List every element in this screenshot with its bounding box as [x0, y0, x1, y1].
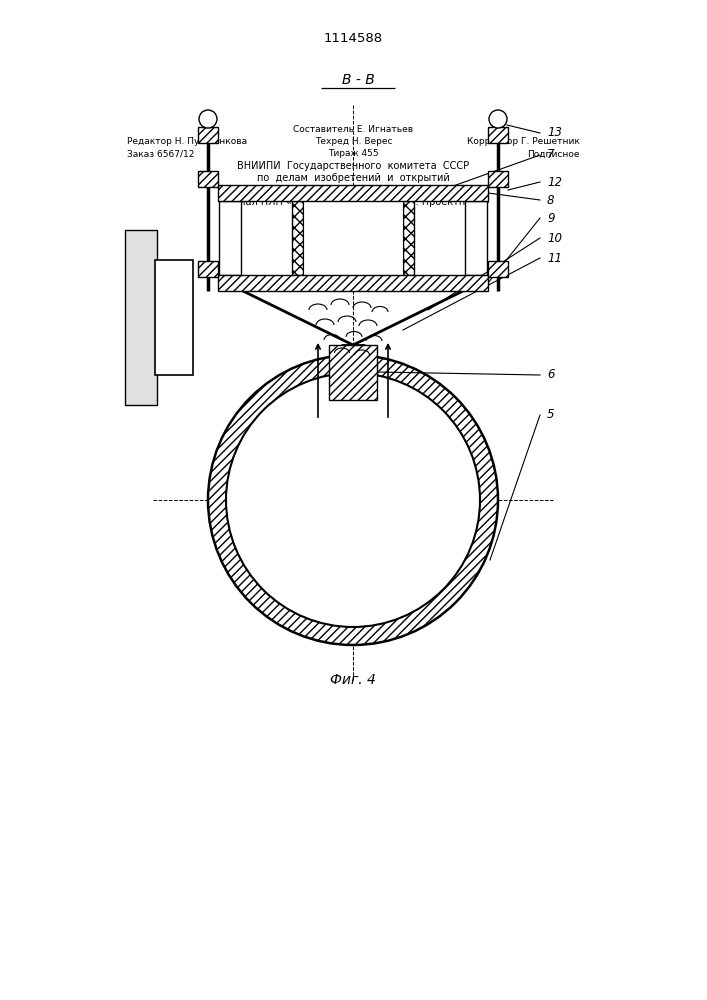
Bar — [303, 201, 403, 275]
Text: 10: 10 — [547, 232, 562, 244]
Text: Техред Н. Верес: Техред Н. Верес — [315, 137, 392, 146]
Text: 5: 5 — [547, 408, 554, 422]
Text: 113035, Москва, Ж—35, Раушская наб., д. 4/5: 113035, Москва, Ж—35, Раушская наб., д. … — [236, 185, 471, 195]
Text: 8: 8 — [547, 194, 554, 207]
Bar — [198, 127, 218, 143]
Bar — [465, 201, 487, 275]
Bar — [155, 260, 193, 375]
Bar — [488, 171, 508, 187]
Text: Филиал ПЛП «Патент», г. Ужгород, ул. Проектная, 4: Филиал ПЛП «Патент», г. Ужгород, ул. Про… — [218, 197, 489, 207]
Circle shape — [226, 373, 480, 627]
Circle shape — [199, 110, 217, 128]
Circle shape — [208, 355, 498, 645]
Bar — [292, 201, 303, 275]
Text: ВНИИПИ  Государственного  комитета  СССР: ВНИИПИ Государственного комитета СССР — [238, 161, 469, 171]
Text: 11: 11 — [547, 251, 562, 264]
Bar — [198, 171, 218, 187]
Text: Составитель Е. Игнатьев: Составитель Е. Игнатьев — [293, 125, 414, 134]
Bar — [329, 345, 377, 400]
Text: 9: 9 — [547, 212, 554, 225]
Bar — [218, 275, 488, 291]
Text: Тираж 455: Тираж 455 — [328, 149, 379, 158]
Bar — [198, 261, 218, 277]
Text: по  делам  изобретений  и  открытий: по делам изобретений и открытий — [257, 173, 450, 183]
Text: 13: 13 — [547, 126, 562, 139]
Text: В - В: В - В — [341, 73, 375, 87]
Bar — [219, 201, 241, 275]
Circle shape — [489, 110, 507, 128]
Text: 12: 12 — [547, 176, 562, 188]
Bar — [125, 230, 157, 405]
Text: Корректор Г. Решетник: Корректор Г. Решетник — [467, 137, 580, 146]
Text: Редактор Н. Пушненкова: Редактор Н. Пушненкова — [127, 137, 247, 146]
Text: Подписное: Подписное — [527, 149, 580, 158]
Bar — [488, 261, 508, 277]
Bar — [488, 127, 508, 143]
Bar — [218, 185, 488, 201]
Text: 1114588: 1114588 — [323, 31, 382, 44]
Text: Заказ 6567/12: Заказ 6567/12 — [127, 149, 194, 158]
Bar — [403, 201, 414, 275]
Text: Фиг. 4: Фиг. 4 — [330, 673, 376, 687]
Text: 7: 7 — [547, 148, 554, 161]
Text: 6: 6 — [547, 368, 554, 381]
